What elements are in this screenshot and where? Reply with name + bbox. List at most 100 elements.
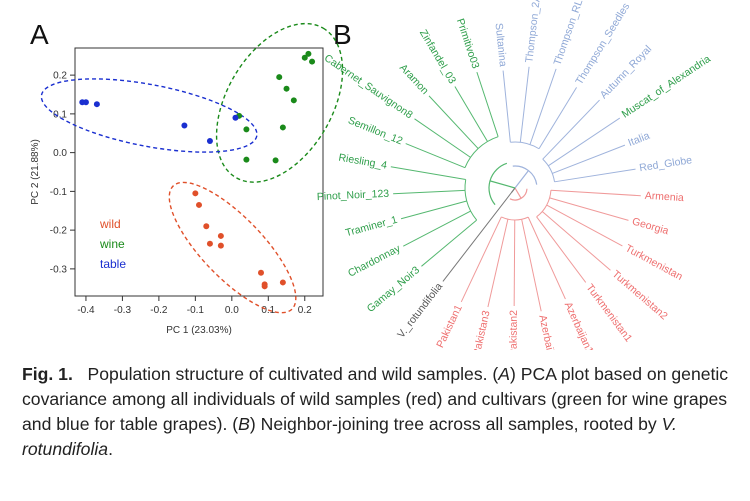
tree-leaf-label: Primitivo03 [454,17,482,70]
tree-leaf-branch [476,71,499,137]
tree-leaf-branch [405,143,466,169]
tree-leaf-branch [552,144,626,174]
tree-arc [464,179,478,221]
caption-text-2: ) PCA plot based on genetic covariance a… [22,364,729,434]
tree-leaf-label: Thompson_2A [523,0,543,64]
tree-leaf-label: Aramon [397,62,431,97]
tree-leaf-branch [536,216,587,283]
x-tick-label: -0.4 [77,305,95,316]
data-point [301,54,308,61]
tree-leaf-branch [541,211,611,271]
data-point [217,232,224,239]
legend-entry: wild [99,217,121,231]
tree-leaf-label: Gamay_Noir3 [365,264,422,315]
cluster-ellipse [168,181,297,314]
neighbor-joining-tree: Sultanina Thompson_2A Thompson_RLKThompson… [317,0,713,350]
tree-arc [510,141,540,150]
data-point [82,99,89,106]
tree-branch [514,187,522,199]
data-point [272,157,279,164]
data-point [93,101,100,108]
tree-arc [542,158,556,182]
tree-leaf-branch [547,117,621,167]
caption-panel-b-ref: B [238,414,250,434]
tree-leaf-label: Pakistan3 [471,309,493,350]
y-tick-label: 0.0 [53,148,67,159]
tree-leaf-branch [428,95,479,149]
plot-frame [74,47,324,297]
tree-leaf-label: Zinfandel_03 [417,28,458,86]
tree-leaf-label: Semillon_12 [346,114,404,147]
x-tick-label: -0.2 [150,305,168,316]
data-point [203,223,210,230]
tree-leaf-branch [513,219,516,307]
tree-leaf-label: Pakistan1 [434,303,465,350]
tree-arc [512,165,538,185]
y-tick-label: -0.3 [50,264,68,275]
figure-caption: Fig. 1. Population structure of cultivat… [22,362,734,462]
tree-leaf-branch [554,168,636,183]
panel-a-letter: A [30,19,49,50]
y-axis-label: PC 2 (21.88%) [30,139,41,205]
tree-arc [536,190,552,218]
tree-branch [514,170,529,189]
tree-arc [501,216,529,221]
y-tick-label: 0.1 [53,109,67,120]
tree-leaf-branch [550,189,641,197]
data-point [243,126,250,133]
figure: A B -0.4 -0.3 -0.2 -0.1 0.0 0.1 0.2-0.3-0.2-0.… [30,0,713,350]
data-point [309,58,316,65]
tree-leaf-label: Cabernet_Sauvignon8 [322,52,415,121]
tree-leaf-branch [527,216,566,300]
tree-arc [464,136,499,168]
data-point [192,190,199,197]
tree-arc [488,162,508,206]
tree-leaf-label: Chardonnay [346,242,403,279]
tree-leaf-label: Pinot_Noir_123 [317,188,390,203]
tree-leaf-branch [549,197,629,221]
tree-leaf-label: Red_Globe [639,154,693,174]
y-tick-label: -0.1 [50,187,68,198]
tree-leaf-branch [390,166,466,181]
pca-plot: -0.4 -0.3 -0.2 -0.1 0.0 0.1 0.2 -0.3 -0.2 -0.1 0.0… [30,22,344,336]
caption-label: Fig. 1. [22,364,73,384]
caption-species: V. rotundifolia [22,414,677,459]
data-point [261,283,268,290]
data-point [283,85,290,92]
tree-leaf-branch [393,189,466,195]
data-point [290,97,297,104]
tree-leaf-branch [529,68,557,145]
tree-leaf-label: Pakistan2 [508,310,520,350]
tree-leaf-label: Riesling_4 [338,152,389,172]
data-point [196,201,202,208]
x-tick-label: 0.0 [225,305,239,316]
caption-text-1: Population structure of cultivated and w… [87,364,499,384]
x-tick-label: -0.3 [114,305,132,316]
tree-leaf-label: Turkmenistan [623,242,684,283]
tree-leaf-branch [521,219,542,312]
tree-leaf-branch [403,210,471,247]
data-point [276,74,283,81]
tree-leaf-label: Italia [626,130,651,149]
legend-entry: table [100,257,126,271]
tree-leaf-branch [421,219,477,267]
tree-arc [509,188,528,201]
tree-branch [510,187,516,194]
tree-leaf-branch [546,204,623,247]
cluster-ellipse [215,22,344,183]
data-point [217,242,224,249]
tree-leaf-branch [487,219,509,308]
tree-leaf-branch [414,118,471,158]
tree-leaf-branch [538,87,577,150]
y-tick-label: -0.2 [50,226,68,237]
tree-leaf-label: Georgia [631,216,670,238]
tree-leaf-label: Traminer_1 [344,214,399,240]
x-tick-label: -0.1 [187,305,205,316]
tree-leaf-label: Azerbaijan1 [562,300,596,350]
caption-panel-a-ref: A [498,364,510,384]
tree-leaf-branch [460,216,502,303]
y-tick-label: 0.2 [53,71,67,82]
x-axis-label: PC 1 (23.03%) [166,325,232,336]
data-point [258,269,264,276]
caption-text-4: . [108,439,113,459]
